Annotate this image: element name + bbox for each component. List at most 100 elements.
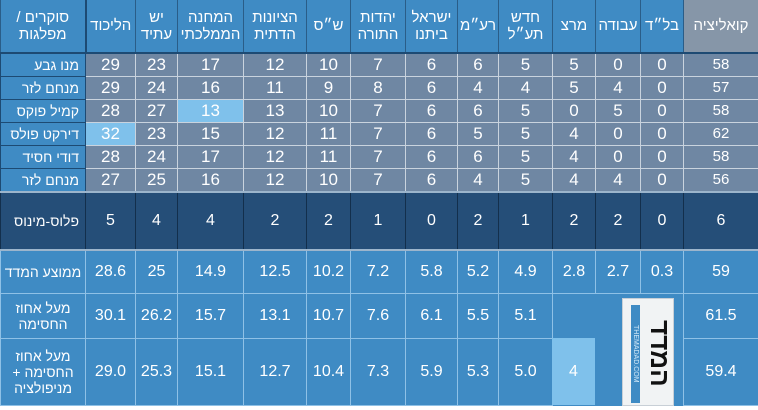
manipulation-value: 10.4 <box>306 338 351 406</box>
seat-value: 0 <box>640 145 684 169</box>
average-value: 14.9 <box>177 249 244 294</box>
seat-value: 10 <box>306 168 351 193</box>
manipulation-value: 29.0 <box>85 338 136 406</box>
plus-minus-label: פלוס-מינוס <box>0 191 86 251</box>
seat-value: 5 <box>457 122 499 146</box>
seat-value: 4 <box>457 76 499 100</box>
average-value: 2.7 <box>595 249 641 294</box>
party-header-yesh-atid: יש עתיד <box>135 0 178 54</box>
party-header-shas: ש״ס <box>306 0 351 54</box>
seat-value: 7 <box>350 99 406 123</box>
seat-value: 29 <box>85 76 136 100</box>
seat-value: 6 <box>405 122 458 146</box>
seat-value: 11 <box>306 145 351 169</box>
manipulation-value: 7.3 <box>350 338 406 406</box>
seat-value: 6 <box>405 76 458 100</box>
seat-value: 12 <box>243 145 307 169</box>
seat-value: 6 <box>405 99 458 123</box>
seat-value: 5 <box>595 99 641 123</box>
coalition-header: קואליציה <box>683 0 758 54</box>
seat-value: 0 <box>640 99 684 123</box>
seat-value: 10 <box>306 99 351 123</box>
seat-value: 5 <box>552 76 596 100</box>
seat-value: 27 <box>85 168 136 193</box>
themadad-logo: המדד THEMADAD.COM <box>622 298 675 406</box>
coalition-value: 56 <box>683 168 758 193</box>
party-header-utj: יהדות התורה <box>350 0 406 54</box>
party-header-yisrael-beiteinu: ישראל ביתנו <box>405 0 458 54</box>
pollster-name: דירקט פולס <box>0 122 86 146</box>
manipulation-value: 5.0 <box>498 338 553 406</box>
plus-minus-value: 5 <box>85 191 136 251</box>
seat-value-highlighted: 13 <box>177 99 244 123</box>
party-header-labor: עבודה <box>595 0 641 54</box>
table-row: מנחם לזר 27 25 16 12 10 7 6 4 5 4 4 0 56 <box>0 168 758 193</box>
logo-word: המדד <box>645 319 675 387</box>
plus-minus-value: 4 <box>177 191 244 251</box>
seat-value: 0 <box>640 76 684 100</box>
seat-value: 6 <box>405 52 458 77</box>
seat-value-highlighted: 32 <box>85 122 136 146</box>
plus-minus-value: 0 <box>640 191 684 251</box>
manipulation-value: 15.1 <box>177 338 244 406</box>
table-row: דודי חסיד 28 24 17 12 11 7 6 6 5 4 0 0 5… <box>0 145 758 169</box>
plus-minus-value: 0 <box>405 191 458 251</box>
manipulation-value: 5.3 <box>457 338 499 406</box>
party-header-likud: הליכוד <box>85 0 136 54</box>
plus-minus-row: פלוס-מינוס 5 4 4 2 2 1 0 2 1 2 2 0 6 <box>0 191 758 251</box>
seat-value: 4 <box>457 168 499 193</box>
average-value: 4.9 <box>498 249 553 294</box>
seat-value: 12 <box>243 122 307 146</box>
coalition-value: 58 <box>683 52 758 77</box>
seat-value: 5 <box>498 52 553 77</box>
threshold-value: 5.5 <box>457 293 499 339</box>
party-header-balad: בל״ד <box>640 0 684 54</box>
seat-value: 0 <box>552 99 596 123</box>
average-label: ממוצע המדד <box>0 249 86 294</box>
manipulation-value: 12.7 <box>243 338 307 406</box>
seat-value: 4 <box>552 122 596 146</box>
plus-minus-value: 2 <box>595 191 641 251</box>
seat-value: 11 <box>306 122 351 146</box>
seat-value: 24 <box>135 76 178 100</box>
average-value: 10.2 <box>306 249 351 294</box>
threshold-coalition: 61.5 <box>683 293 758 339</box>
average-coalition: 59 <box>683 249 758 294</box>
average-value: 28.6 <box>85 249 136 294</box>
seat-value: 0 <box>640 168 684 193</box>
party-header-national-unity: המחנה הממלכתי <box>177 0 244 54</box>
seat-value: 17 <box>177 145 244 169</box>
pollster-name: מנחם לזר <box>0 76 86 100</box>
seat-value: 5 <box>498 168 553 193</box>
seat-value: 5 <box>498 145 553 169</box>
seat-value: 0 <box>595 122 641 146</box>
seat-value: 7 <box>350 122 406 146</box>
seat-value: 13 <box>243 99 307 123</box>
coalition-value: 62 <box>683 122 758 146</box>
threshold-value: 7.6 <box>350 293 406 339</box>
plus-minus-value: 1 <box>498 191 553 251</box>
seat-value: 7 <box>350 168 406 193</box>
seat-value: 5 <box>498 99 553 123</box>
seat-value: 4 <box>595 76 641 100</box>
pollster-name: דודי חסיד <box>0 145 86 169</box>
seat-value: 16 <box>177 168 244 193</box>
seat-value: 23 <box>135 122 178 146</box>
seat-value: 29 <box>85 52 136 77</box>
party-header-meretz: מרצ <box>552 0 596 54</box>
seat-value: 4 <box>595 168 641 193</box>
seat-value: 0 <box>595 145 641 169</box>
seat-value: 6 <box>405 168 458 193</box>
seat-value: 17 <box>177 52 244 77</box>
seat-value: 27 <box>135 99 178 123</box>
seat-value: 0 <box>640 122 684 146</box>
average-value: 12.5 <box>243 249 307 294</box>
seat-value: 8 <box>350 76 406 100</box>
threshold-value: 13.1 <box>243 293 307 339</box>
seat-value: 9 <box>306 76 351 100</box>
plus-minus-coalition: 6 <box>683 191 758 251</box>
seat-value: 28 <box>85 145 136 169</box>
seat-value: 7 <box>350 52 406 77</box>
